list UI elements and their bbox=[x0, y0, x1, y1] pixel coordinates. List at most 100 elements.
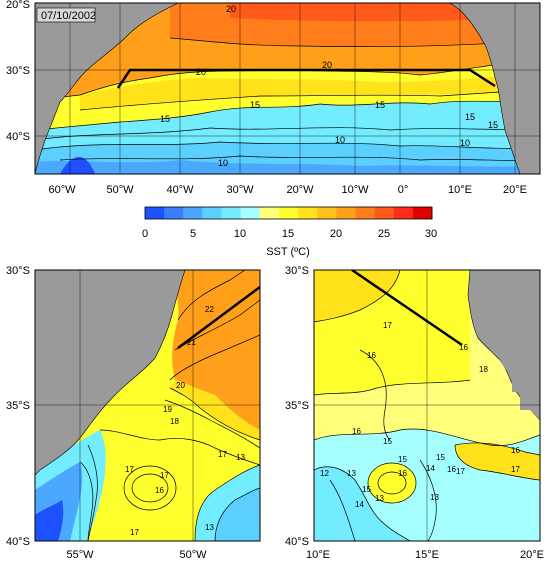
colorbar-swatch bbox=[317, 207, 337, 219]
colorbar-swatch bbox=[145, 207, 165, 219]
contour-label: 20 bbox=[322, 60, 332, 70]
contour-label: 15 bbox=[160, 114, 170, 124]
lat-tick: 40°S bbox=[285, 536, 309, 548]
contour-label: 12 bbox=[320, 469, 329, 478]
contour-label: 17 bbox=[130, 528, 139, 537]
contour-label: 16 bbox=[352, 427, 361, 436]
left-map: 22 21 20 19 18 17 17 17 16 13 17 13 30°S… bbox=[6, 265, 261, 561]
contour-label: 14 bbox=[426, 464, 435, 473]
colorbar-swatch bbox=[393, 207, 414, 219]
colorbar-tick: 30 bbox=[425, 228, 437, 240]
colorbar-swatch bbox=[278, 207, 299, 219]
colorbar-tick: 25 bbox=[378, 228, 390, 240]
contour-label: 13 bbox=[347, 469, 356, 478]
contour-label: 15 bbox=[488, 120, 498, 130]
contour-label: 13 bbox=[236, 453, 245, 462]
lon-tick: 60°W bbox=[48, 184, 76, 196]
lat-tick: 30°S bbox=[6, 65, 30, 77]
contour-label: 22 bbox=[205, 305, 214, 314]
contour-label: 20 bbox=[196, 67, 206, 77]
date-box bbox=[36, 7, 96, 23]
date-label: 07/10/2002 bbox=[41, 10, 96, 22]
lon-tick: 15°E bbox=[415, 549, 439, 561]
lat-tick: 30°S bbox=[6, 265, 30, 277]
lon-tick: 50°W bbox=[179, 549, 207, 561]
lat-tick: 35°S bbox=[285, 400, 309, 412]
colorbar-swatch bbox=[240, 207, 261, 219]
colorbar-swatch bbox=[259, 207, 280, 219]
contour-label: 19 bbox=[163, 405, 172, 414]
contour-label: 16 bbox=[459, 343, 468, 352]
colorbar-swatch bbox=[164, 207, 184, 219]
contour-label: 15 bbox=[375, 100, 385, 110]
colorbar-swatch bbox=[298, 207, 318, 219]
lon-tick: 20°E bbox=[503, 184, 527, 196]
colorbar-swatch bbox=[374, 207, 395, 219]
lon-tick: 50°W bbox=[106, 184, 134, 196]
contour-label: 16 bbox=[511, 446, 520, 455]
lon-tick: 20°W bbox=[286, 184, 314, 196]
contour-label: 15 bbox=[465, 112, 475, 122]
contour-label: 17 bbox=[383, 321, 392, 330]
lat-tick: 20°S bbox=[6, 0, 30, 11]
colorbar-swatch bbox=[202, 207, 223, 219]
colorbar-tick: 20 bbox=[330, 228, 342, 240]
contour-label: 14 bbox=[355, 500, 364, 509]
colorbar-title: SST (ºC) bbox=[266, 246, 310, 258]
contour-label: 17 bbox=[511, 465, 520, 474]
contour-label: 10 bbox=[460, 138, 470, 148]
contour-label: 17 bbox=[160, 471, 169, 480]
contour-label: 13 bbox=[430, 493, 439, 502]
colorbar-swatch bbox=[221, 207, 242, 219]
contour-label: 16 bbox=[155, 486, 164, 495]
left-contour-labels: 22 21 20 19 18 17 17 17 16 13 17 13 bbox=[125, 305, 245, 537]
colorbar-swatches bbox=[145, 207, 433, 219]
colorbar-swatch bbox=[355, 207, 376, 219]
contour-label: 15 bbox=[383, 437, 392, 446]
lon-tick: 10°E bbox=[306, 549, 330, 561]
colorbar-swatch bbox=[336, 207, 356, 219]
lon-tick: 10°E bbox=[448, 184, 472, 196]
lat-tick: 40°S bbox=[6, 131, 30, 143]
top-contour-labels: 20 20 20 15 15 15 15 15 10 10 10 bbox=[160, 4, 498, 168]
contour-label: 16 bbox=[367, 351, 376, 360]
top-map: 07/10/2002 20 20 20 15 15 15 15 15 10 10… bbox=[6, 0, 541, 196]
contour-label: 20 bbox=[176, 381, 185, 390]
contour-label: 17 bbox=[125, 465, 134, 474]
lon-tick: 0° bbox=[398, 184, 409, 196]
contour-label: 18 bbox=[170, 417, 179, 426]
colorbar: 0 5 10 15 20 25 30 SST (ºC) bbox=[142, 206, 437, 258]
lon-tick: 20°E bbox=[520, 549, 544, 561]
contour-label: 16 bbox=[398, 469, 407, 478]
colorbar-swatch bbox=[412, 207, 433, 219]
contour-label: 15 bbox=[436, 453, 445, 462]
right-map: 17 16 16 18 16 15 15 16 15 14 16 17 16 1… bbox=[285, 265, 544, 561]
contour-label: 17 bbox=[456, 467, 465, 476]
contour-label: 15 bbox=[398, 455, 407, 464]
colorbar-swatch bbox=[183, 207, 203, 219]
lat-tick: 35°S bbox=[6, 400, 30, 412]
lon-tick: 55°W bbox=[66, 549, 94, 561]
right-contour-labels: 17 16 16 18 16 15 15 16 15 14 16 17 16 1… bbox=[320, 321, 520, 509]
contour-label: 10 bbox=[218, 158, 228, 168]
contour-label: 16 bbox=[447, 465, 456, 474]
contour-label: 13 bbox=[205, 523, 214, 532]
lon-tick: 40°W bbox=[166, 184, 194, 196]
contour-label: 15 bbox=[250, 100, 260, 110]
contour-label: 15 bbox=[362, 485, 371, 494]
contour-label: 13 bbox=[375, 494, 384, 503]
contour-label: 18 bbox=[479, 365, 488, 374]
contour-label: 17 bbox=[218, 450, 227, 459]
colorbar-tick: 10 bbox=[234, 228, 246, 240]
colorbar-tick: 0 bbox=[142, 228, 148, 240]
lat-tick: 40°S bbox=[6, 536, 30, 548]
colorbar-tick: 15 bbox=[282, 228, 294, 240]
lon-tick: 30°W bbox=[226, 184, 254, 196]
contour-label: 20 bbox=[226, 4, 236, 14]
contour-label: 21 bbox=[187, 338, 196, 347]
lat-tick: 30°S bbox=[285, 265, 309, 277]
colorbar-tick: 5 bbox=[190, 228, 196, 240]
lon-tick: 10°W bbox=[341, 184, 369, 196]
contour-label: 10 bbox=[335, 135, 345, 145]
